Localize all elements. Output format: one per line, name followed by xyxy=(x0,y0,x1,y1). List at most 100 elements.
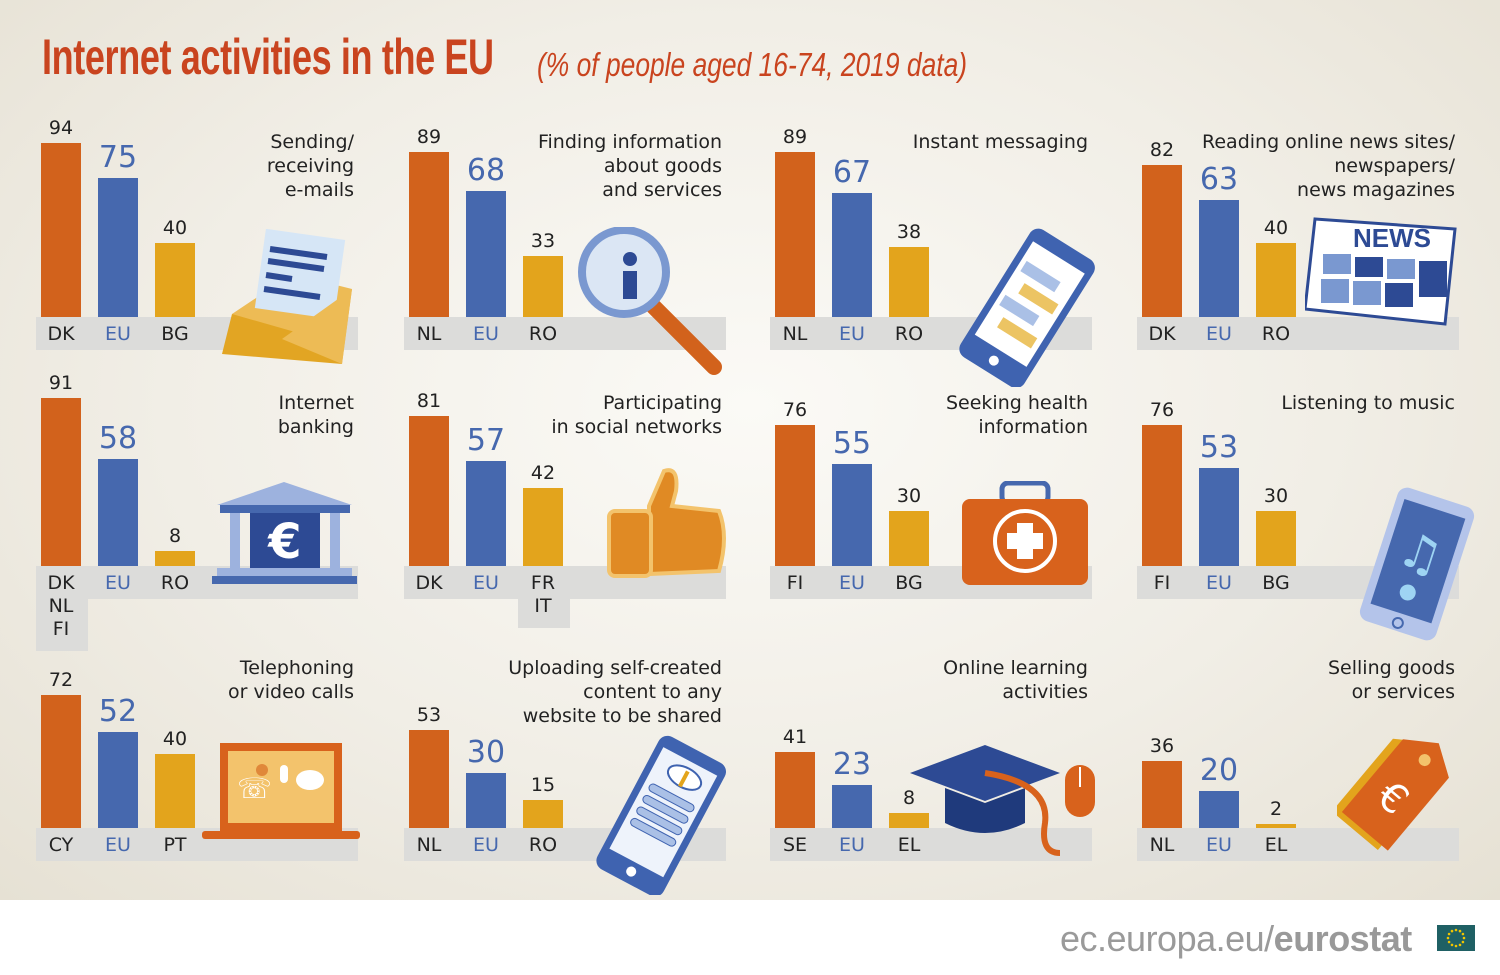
bar-bg xyxy=(155,243,195,317)
bar-ro xyxy=(155,551,195,566)
category-label: EU xyxy=(473,834,499,856)
bar-eu xyxy=(98,731,138,828)
value-label: 53 xyxy=(1199,429,1239,465)
value-label: 30 xyxy=(466,734,506,770)
value-label: 41 xyxy=(782,726,808,749)
value-label: 23 xyxy=(832,747,872,783)
flag-star xyxy=(1450,943,1454,947)
value-label: 52 xyxy=(98,693,138,729)
category-label: NL xyxy=(1149,834,1175,856)
bar-dk xyxy=(41,143,81,317)
bar-eu xyxy=(466,191,506,317)
flag-star xyxy=(1454,928,1458,932)
bar-dk xyxy=(41,397,81,566)
magnifier-icon xyxy=(574,226,724,381)
category-label: EU xyxy=(105,323,131,345)
bar-eu xyxy=(466,772,506,828)
flag-star xyxy=(1454,944,1458,948)
value-label: 76 xyxy=(782,399,808,422)
value-label: 82 xyxy=(1149,139,1175,162)
chart-title: Internet activities in the EU (% of peop… xyxy=(42,28,967,86)
bar-cy xyxy=(41,694,81,828)
category-label: DK xyxy=(47,323,75,345)
axis-strip xyxy=(1137,828,1459,861)
bar-eu xyxy=(832,785,872,828)
category-label: RO xyxy=(528,323,558,345)
panel-title: Selling goods or services xyxy=(1328,657,1455,703)
value-label: 58 xyxy=(98,420,138,456)
value-label: 89 xyxy=(782,126,808,149)
value-label: 36 xyxy=(1149,735,1175,758)
panel-title: Instant messaging xyxy=(912,131,1088,153)
value-label: 20 xyxy=(1199,753,1239,788)
axis-strip-extension xyxy=(36,599,88,651)
axis-strip xyxy=(770,828,1092,861)
phone-upload-icon xyxy=(589,735,729,899)
axis-strip xyxy=(1137,317,1459,350)
category-label: EU xyxy=(1206,834,1232,856)
eu-flag-logo xyxy=(1437,925,1475,951)
bar-ro xyxy=(1256,243,1296,317)
bar-el xyxy=(1256,824,1296,828)
value-label: 55 xyxy=(832,426,872,462)
graduation-cap-mouse-icon xyxy=(910,743,1100,867)
category-label: NL xyxy=(416,323,442,345)
value-label: 40 xyxy=(162,217,188,239)
bar-el xyxy=(889,813,929,828)
bar-eu xyxy=(1199,467,1239,566)
category-label: RO xyxy=(1261,323,1291,345)
thumbs-up-icon xyxy=(604,466,734,590)
bar-nl xyxy=(409,152,449,317)
category-label: EU xyxy=(839,323,865,345)
category-label: SE xyxy=(782,834,808,856)
first-aid-kit-icon xyxy=(960,480,1090,595)
news-text: NEWS xyxy=(1353,223,1431,253)
category-label: EL xyxy=(897,834,921,856)
value-label: 42 xyxy=(530,462,556,485)
category-label: BG xyxy=(895,572,923,594)
bar-ro xyxy=(523,800,563,828)
footer-url[interactable]: ec.europa.eu/eurostat xyxy=(1060,918,1412,960)
smartphone-chat-icon xyxy=(950,227,1100,391)
bar-bg xyxy=(1256,510,1296,566)
footer-prefix: ec.europa.eu/ xyxy=(1060,918,1274,959)
panel-title: Online learning activities xyxy=(943,657,1088,703)
footer-brand: eurostat xyxy=(1273,918,1413,959)
newspaper-icon: NEWS xyxy=(1303,209,1465,333)
category-label: NL xyxy=(416,834,442,856)
category-label: DK xyxy=(1148,323,1176,345)
panel-title: Participating in social networks xyxy=(551,392,722,438)
category-label: FI xyxy=(786,572,804,594)
value-label: 67 xyxy=(832,155,872,191)
category-label: FI xyxy=(1153,572,1171,594)
value-label: 8 xyxy=(168,525,182,548)
value-label: 75 xyxy=(98,140,138,176)
envelope-icon xyxy=(222,228,362,373)
bar-eu xyxy=(1199,791,1239,828)
category-label: FR IT xyxy=(530,572,556,617)
value-label: 15 xyxy=(530,774,556,797)
bar-fr xyxy=(523,488,563,566)
value-label: 8 xyxy=(902,787,916,810)
value-label: 72 xyxy=(48,668,74,691)
bar-eu xyxy=(1199,200,1239,317)
category-label: RO xyxy=(160,572,190,594)
value-label: 81 xyxy=(416,390,442,413)
category-label: EU xyxy=(1206,323,1232,345)
value-label: 40 xyxy=(1263,217,1289,239)
category-label: RO xyxy=(894,323,924,345)
value-label: 57 xyxy=(466,422,506,458)
value-label: 76 xyxy=(1149,399,1175,422)
category-label: BG xyxy=(161,323,189,345)
svg-text:☏: ☏ xyxy=(237,772,272,805)
category-label: EU xyxy=(105,834,131,856)
panel-title: Finding information about goods and serv… xyxy=(537,131,722,201)
panel-title: Telephoning or video calls xyxy=(228,657,354,703)
category-label: EU xyxy=(473,572,499,594)
panel-title: Listening to music xyxy=(1281,392,1455,414)
bar-eu xyxy=(98,178,138,317)
flag-star xyxy=(1446,936,1450,940)
category-label: EU xyxy=(105,572,131,594)
subtitle-text: (% of people aged 16-74, 2019 data) xyxy=(537,46,968,83)
category-label: EU xyxy=(1206,572,1232,594)
